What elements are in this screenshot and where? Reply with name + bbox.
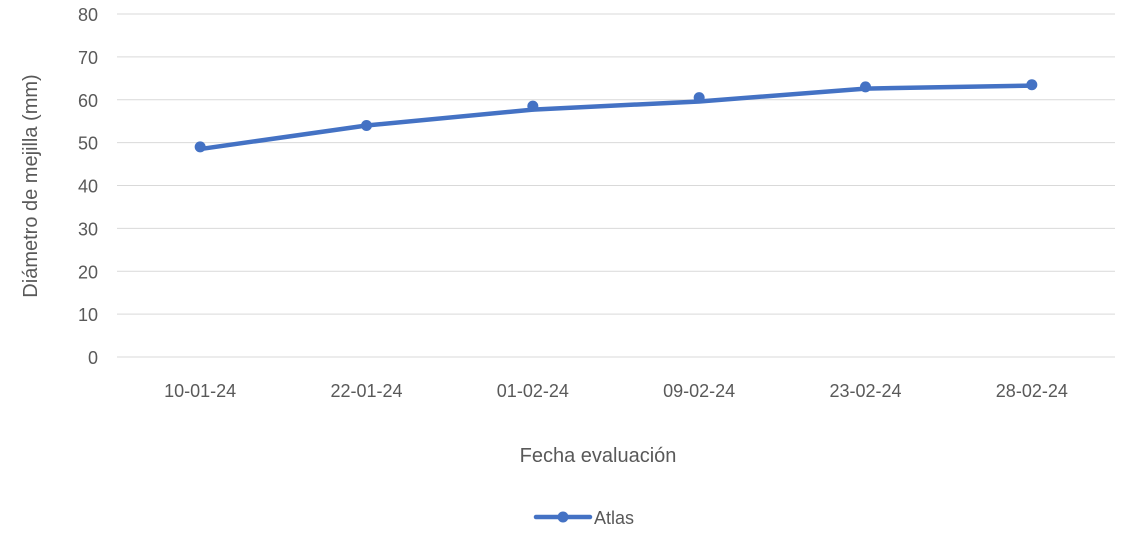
series-layer — [194, 79, 1038, 153]
y-tick-label: 70 — [78, 48, 98, 68]
x-tick-label: 28-02-24 — [996, 381, 1068, 401]
legend: Atlas — [533, 508, 634, 528]
y-tick-label: 50 — [78, 134, 98, 154]
x-axis-ticks: 10-01-24 22-01-24 01-02-24 09-02-24 23-02-24… — [164, 381, 1068, 401]
y-tick-label: 60 — [78, 91, 98, 111]
y-tick-label: 40 — [78, 177, 98, 197]
data-point — [194, 141, 206, 153]
y-tick-label: 30 — [78, 219, 98, 239]
y-tick-label: 0 — [88, 348, 98, 368]
x-axis-label: Fecha evaluación — [520, 445, 677, 467]
data-point — [361, 119, 372, 131]
x-tick-label: 23-02-24 — [829, 381, 901, 401]
y-axis-label: Diámetro de mejilla (mm) — [20, 74, 42, 297]
data-point — [527, 100, 539, 112]
x-tick-label: 09-02-24 — [663, 381, 735, 401]
legend-marker — [557, 511, 569, 523]
series-line-atlas — [197, 83, 1035, 152]
y-axis-ticks: 0 10 20 30 40 50 60 70 80 — [78, 5, 98, 368]
data-point — [860, 81, 871, 93]
y-tick-label: 10 — [78, 305, 98, 325]
gridlines — [117, 13, 1115, 358]
data-point — [693, 92, 705, 104]
y-tick-label: 20 — [78, 262, 98, 282]
x-tick-label: 01-02-24 — [497, 381, 569, 401]
legend-label: Atlas — [594, 508, 634, 528]
y-tick-label: 80 — [78, 5, 98, 25]
x-tick-label: 10-01-24 — [164, 381, 236, 401]
data-point — [1026, 79, 1038, 91]
x-tick-label: 22-01-24 — [330, 381, 402, 401]
